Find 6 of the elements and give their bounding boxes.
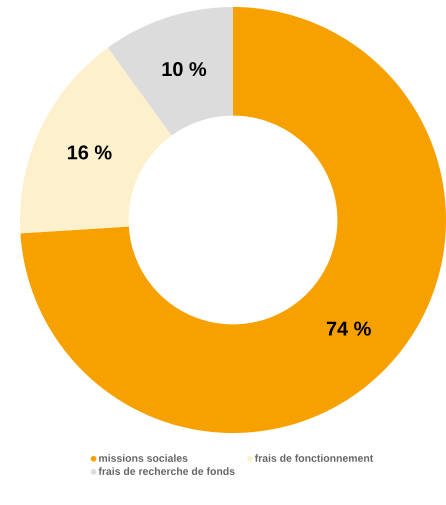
data-label: 74 % [326,322,371,336]
data-label: 10 % [162,62,206,76]
legend-label: missions sociales [99,454,188,462]
legend-label: frais de recherche de fonds [98,467,235,475]
data-label: 16 % [68,145,112,160]
legend-label: frais de fonctionnement [254,454,374,462]
